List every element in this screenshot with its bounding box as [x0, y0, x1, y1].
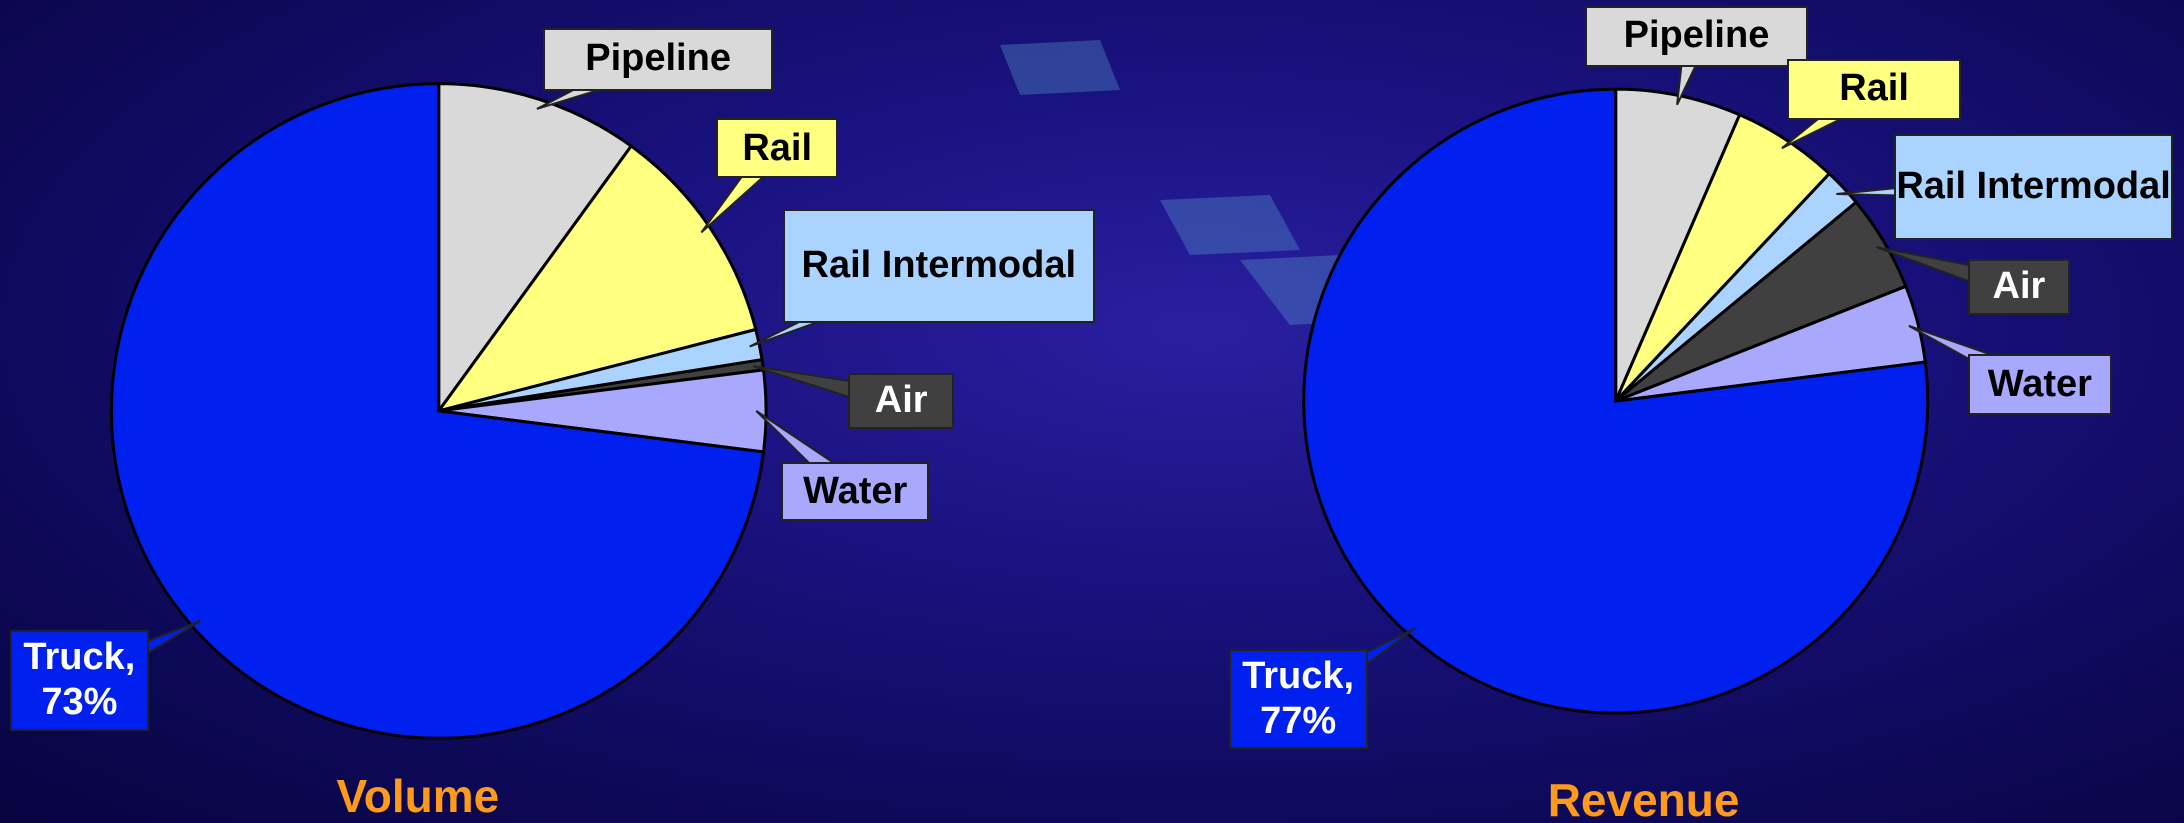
- chart: [0, 0, 2184, 823]
- callout-label: Air: [848, 373, 954, 429]
- label-text: Rail Intermodal: [802, 243, 1077, 289]
- callout-label: Pipeline: [1585, 6, 1808, 67]
- callout-label: Rail Intermodal: [783, 209, 1095, 323]
- callout-label: Rail Intermodal: [1894, 134, 2173, 240]
- callout-label: Air: [1968, 259, 2070, 315]
- label-text: Rail: [1839, 66, 1909, 112]
- label-text: Air: [1993, 264, 2046, 310]
- callout-label: Rail: [1787, 59, 1961, 120]
- slide: PipelineRailRail IntermodalAirWaterTruck…: [0, 0, 2184, 823]
- chart-title: Volume: [336, 769, 499, 823]
- label-text: Water: [1988, 362, 2092, 408]
- callout-label: Truck,73%: [10, 630, 149, 732]
- callout-label: Truck,77%: [1229, 649, 1368, 749]
- label-text: Air: [875, 378, 928, 424]
- label-text: 73%: [41, 680, 117, 726]
- chart-title: Revenue: [1548, 773, 1740, 823]
- label-text: Pipeline: [585, 36, 731, 82]
- label-text: Pipeline: [1624, 13, 1770, 59]
- label-text: Rail: [742, 126, 812, 172]
- label-text: Truck,: [23, 635, 135, 681]
- label-text: Truck,: [1242, 654, 1354, 700]
- callout-label: Pipeline: [543, 28, 773, 91]
- label-text: 77%: [1260, 699, 1336, 745]
- callout-label: Water: [1968, 354, 2111, 415]
- label-text: Rail Intermodal: [1896, 164, 2171, 210]
- callout-label: Rail: [716, 118, 839, 178]
- callout-label: Water: [781, 462, 929, 521]
- label-text: Water: [803, 469, 907, 515]
